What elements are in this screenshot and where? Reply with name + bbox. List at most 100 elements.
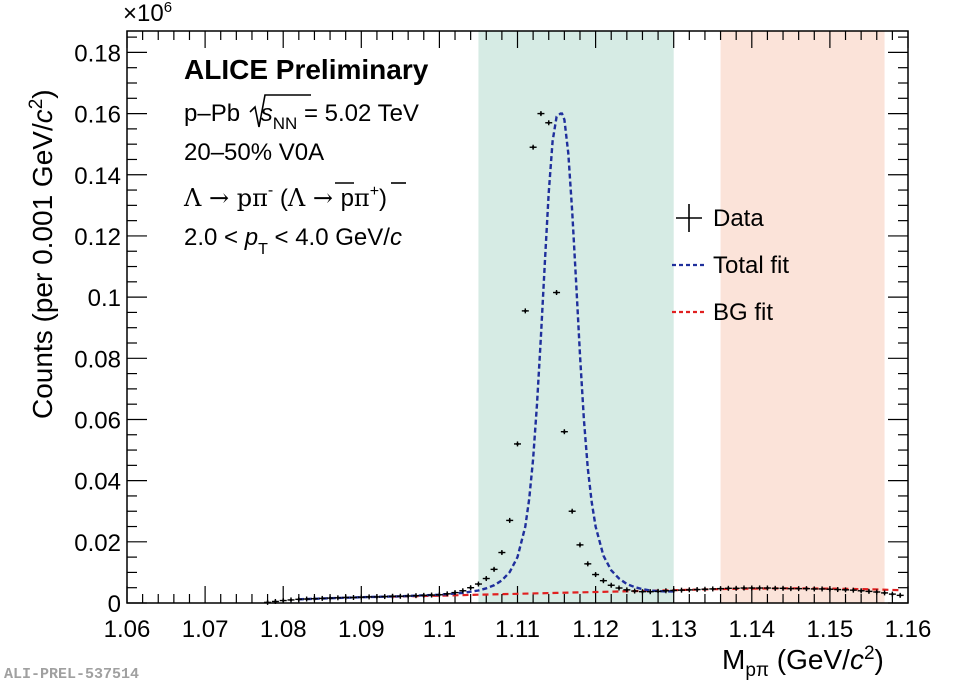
data-point xyxy=(381,594,389,600)
data-point-marker xyxy=(414,594,418,597)
legend: Data Total fit BG fit xyxy=(672,204,789,326)
data-point xyxy=(857,588,865,594)
data-point xyxy=(834,587,842,593)
data-point-marker xyxy=(656,590,660,593)
data-point xyxy=(279,598,287,604)
y-tick-label: 0.08 xyxy=(74,346,121,373)
data-point xyxy=(349,594,357,600)
data-point xyxy=(748,585,756,591)
data-point-marker xyxy=(531,145,535,149)
data-point-marker xyxy=(383,595,387,598)
data-point-marker xyxy=(555,291,558,294)
data-point-marker xyxy=(883,591,886,595)
data-point xyxy=(357,594,365,600)
data-point-marker xyxy=(750,586,754,590)
data-point xyxy=(545,120,553,126)
data-point xyxy=(732,585,740,591)
data-point xyxy=(529,144,537,150)
data-point-marker xyxy=(281,599,285,602)
series-total-fit xyxy=(298,112,674,601)
data-point xyxy=(607,582,615,588)
series xyxy=(264,111,904,605)
legend-label-bg-fit: BG fit xyxy=(713,299,773,326)
data-point-marker xyxy=(406,594,410,598)
y-axis-title: Counts (per 0.001 GeV/c2) xyxy=(26,89,58,419)
legend-data-marker xyxy=(676,204,702,232)
data-point-marker xyxy=(430,593,433,597)
data-point xyxy=(709,586,717,592)
data-point-marker xyxy=(484,577,488,580)
data-point-marker xyxy=(438,593,441,597)
data-point xyxy=(771,585,779,591)
data-point xyxy=(389,593,397,599)
data-point-marker xyxy=(539,112,543,115)
y-tick-label: 0.02 xyxy=(74,530,121,557)
x-tick-label: 1.06 xyxy=(104,616,151,643)
data-point-marker xyxy=(313,597,316,601)
data-point xyxy=(615,585,623,591)
data-point-marker xyxy=(516,442,519,446)
data-point xyxy=(881,590,889,596)
x-tick-label: 1.15 xyxy=(807,616,854,643)
x-tick-label: 1.09 xyxy=(338,616,385,643)
data-point xyxy=(654,588,662,594)
y-tick-label: 0 xyxy=(108,591,121,618)
x-tick-label: 1.1 xyxy=(423,616,456,643)
data-point-marker xyxy=(289,598,293,602)
annotation-system: p–Pb sNN = 5.02 TeV xyxy=(184,100,419,133)
data-point xyxy=(763,585,771,591)
data-point xyxy=(498,550,506,556)
data-point xyxy=(474,581,482,587)
data-point xyxy=(451,590,459,596)
data-point-marker xyxy=(352,596,355,599)
x-tick-label: 1.12 xyxy=(572,616,619,643)
legend-label-total-fit: Total fit xyxy=(713,252,789,279)
legend-label-data: Data xyxy=(713,205,764,232)
data-point-marker xyxy=(664,589,668,593)
data-point-marker xyxy=(344,596,347,599)
data-point-marker xyxy=(734,587,738,590)
x-tick-label: 1.16 xyxy=(885,616,932,643)
data-point xyxy=(701,586,709,592)
data-point xyxy=(842,587,850,593)
data-point xyxy=(678,587,686,593)
y-tick-label: 0.1 xyxy=(88,285,121,312)
data-point-marker xyxy=(367,595,371,599)
data-point xyxy=(435,592,443,598)
data-point xyxy=(592,572,600,578)
annotation-title: ALICE Preliminary xyxy=(184,54,429,85)
preliminary-id: ALI-PREL-537514 xyxy=(4,666,140,683)
data-point xyxy=(670,587,678,593)
y-multiplier: ×106 xyxy=(123,0,172,27)
data-point-marker xyxy=(672,589,675,592)
band-1 xyxy=(720,31,885,603)
data-point-marker xyxy=(594,573,597,576)
data-point-marker xyxy=(898,594,902,597)
data-point-marker xyxy=(469,586,472,590)
data-point-marker xyxy=(617,586,621,590)
data-point-marker xyxy=(305,597,308,601)
data-point xyxy=(685,587,693,593)
x-tick-label: 1.11 xyxy=(495,616,540,643)
data-point-marker xyxy=(547,121,551,125)
data-point-marker xyxy=(336,596,340,600)
data-point xyxy=(810,586,818,592)
data-point xyxy=(584,561,592,567)
data-point xyxy=(802,586,810,592)
data-point xyxy=(740,585,748,591)
data-point-marker xyxy=(266,601,269,604)
data-point-marker xyxy=(844,588,847,592)
y-tick-label: 0.18 xyxy=(74,40,121,67)
data-point-marker xyxy=(500,551,504,554)
data-point-marker xyxy=(570,509,574,513)
x-tick-label: 1.08 xyxy=(260,616,307,643)
data-point xyxy=(459,588,467,594)
data-point xyxy=(467,585,475,591)
data-point xyxy=(693,587,701,593)
data-point-marker xyxy=(508,519,511,522)
data-point xyxy=(623,587,631,593)
data-point-marker xyxy=(492,568,496,571)
data-point-marker xyxy=(328,596,332,600)
y-tick-label: 0.14 xyxy=(74,163,121,190)
